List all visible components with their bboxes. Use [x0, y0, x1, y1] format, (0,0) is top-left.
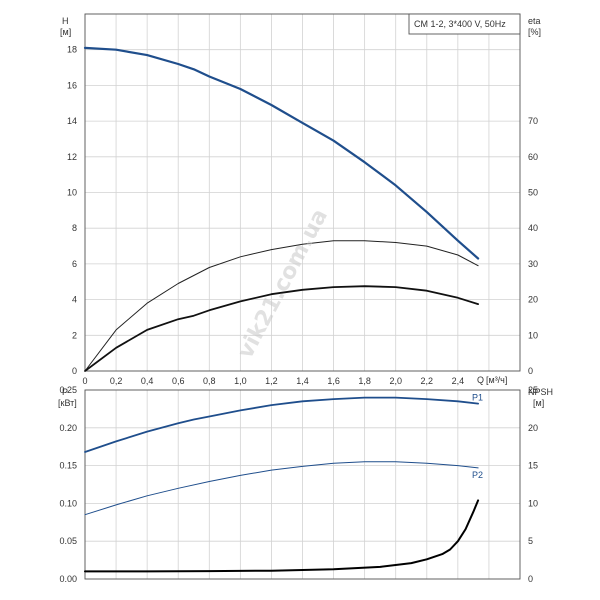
top-right-tick-label: 0 — [528, 366, 533, 376]
top-right-axis-label: eta — [528, 16, 541, 26]
top-chart-frame — [84, 13, 521, 372]
watermark: vik21.com.ua — [233, 205, 333, 363]
top-y-tick-label: 12 — [67, 152, 77, 162]
x-tick-label: 0 — [82, 376, 87, 386]
bottom-right-tick-label: 10 — [528, 498, 538, 508]
bottom-y-axis-label: P — [62, 387, 68, 397]
x-tick-label: 1,0 — [234, 376, 247, 386]
top-right-tick-label: 10 — [528, 330, 538, 340]
x-tick-label: 1,8 — [358, 376, 371, 386]
bottom-right-axis-label: NPSH — [528, 387, 553, 397]
x-tick-label: 0,2 — [110, 376, 123, 386]
top-y-tick-label: 6 — [72, 259, 77, 269]
series-label: P1 — [472, 393, 483, 403]
bottom-right-tick-label: 20 — [528, 423, 538, 433]
x-tick-label: 2,0 — [389, 376, 402, 386]
top-right-tick-label: 20 — [528, 295, 538, 305]
curves: P1 P2 — [83, 46, 483, 573]
top-right-tick-label: 60 — [528, 152, 538, 162]
bottom-series-line — [84, 461, 479, 516]
series-label: P2 — [472, 470, 483, 480]
bottom-chart-grid — [84, 389, 520, 580]
top-series-line — [84, 285, 479, 372]
top-y-axis-label: H — [62, 16, 69, 26]
top-y-tick-label: 16 — [67, 80, 77, 90]
top-y-tick-label: 2 — [72, 330, 77, 340]
bottom-y-tick-label: 0.05 — [59, 536, 77, 546]
legend-box — [408, 13, 521, 35]
top-right-tick-label: 70 — [528, 116, 538, 126]
x-tick-label: 1,6 — [327, 376, 340, 386]
top-chart-grid — [84, 13, 520, 372]
bottom-right-tick-label: 15 — [528, 461, 538, 471]
x-tick-label: 0,4 — [141, 376, 154, 386]
top-y-tick-label: 4 — [72, 295, 77, 305]
top-series-line — [83, 46, 480, 260]
x-tick-label: 2,4 — [452, 376, 465, 386]
x-tick-label: 1,2 — [265, 376, 278, 386]
top-y-axis-unit: [м] — [60, 27, 71, 37]
bottom-right-tick-label: 5 — [528, 536, 533, 546]
top-right-tick-label: 40 — [528, 223, 538, 233]
top-y-tick-label: 14 — [67, 116, 77, 126]
bottom-right-tick-label: 25 — [528, 385, 538, 395]
bottom-y-tick-label: 0.25 — [59, 385, 77, 395]
top-y-tick-label: 0 — [72, 366, 77, 376]
bottom-y-tick-label: 0.10 — [59, 498, 77, 508]
x-tick-label: 0,6 — [172, 376, 185, 386]
tick-labels: 0 0,2 0,4 0,6 0,8 1,0 1,2 1,4 1,6 1,8 2,0 2,2 2,4 0 2 4… — [59, 45, 538, 584]
top-y-tick-label: 10 — [67, 188, 77, 198]
bottom-series-line — [84, 396, 479, 453]
x-tick-label: 2,2 — [421, 376, 434, 386]
bottom-chart-frame — [84, 389, 521, 580]
top-right-tick-label: 30 — [528, 259, 538, 269]
top-series-line — [84, 240, 479, 372]
top-y-tick-label: 8 — [72, 223, 77, 233]
legend-text: CM 1-2, 3*400 V, 50Hz — [414, 19, 506, 29]
bottom-y-tick-label: 0.15 — [59, 461, 77, 471]
top-right-axis-unit: [%] — [528, 27, 541, 37]
top-y-tick-label: 18 — [67, 45, 77, 55]
bottom-y-tick-label: 0.20 — [59, 423, 77, 433]
bottom-y-axis-unit: [кВт] — [58, 398, 77, 408]
bottom-y-tick-label: 0.00 — [59, 574, 77, 584]
top-right-tick-label: 50 — [528, 188, 538, 198]
x-tick-label: 1,4 — [296, 376, 309, 386]
x-tick-label: 0,8 — [203, 376, 216, 386]
bottom-right-tick-label: 0 — [528, 574, 533, 584]
bottom-right-axis-unit: [м] — [533, 398, 544, 408]
x-axis-unit: [м³/ч] — [486, 375, 507, 385]
x-axis-label: Q — [477, 375, 484, 385]
bottom-series-line — [84, 499, 480, 573]
